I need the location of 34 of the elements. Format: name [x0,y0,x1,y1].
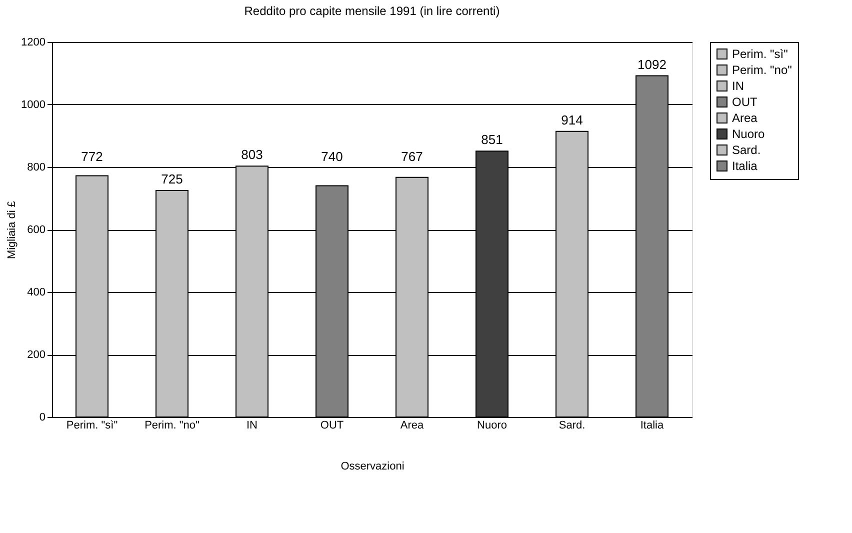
data-label: 914 [561,112,583,128]
data-label: 740 [321,149,343,164]
legend-label: OUT [732,95,758,109]
x-tick-label: Sard. [558,420,586,432]
data-label: 851 [481,132,503,148]
legend-label: Perim. "no" [732,63,792,77]
legend-label: Nuoro [732,127,766,141]
x-tick-label: Italia [640,420,664,432]
legend-label: Area [732,111,758,125]
x-tick-label: Nuoro [477,420,507,432]
y-tick-label: 400 [27,286,46,298]
x-tick-label: Perim. "no" [144,420,200,432]
legend-label: Sard. [732,143,761,157]
y-axis-title: Migliaia di £ [6,200,18,260]
legend-label: Italia [732,159,758,173]
x-tick-label: Perim. "sì" [66,420,118,432]
chart-title: Reddito pro capite mensile 1991 (in lire correnti) [244,4,500,18]
y-tick-label: 1200 [21,36,46,48]
x-tick-label: OUT [320,420,344,432]
data-label: 767 [401,149,423,164]
legend-label: Perim. "sì" [732,47,788,61]
data-label: 1092 [638,56,666,72]
data-label: 772 [81,149,103,164]
x-tick-label: IN [246,420,258,432]
y-tick-label: 200 [27,349,46,361]
y-tick-label: 0 [39,412,46,424]
x-axis-title: Osservazioni [340,460,404,472]
data-label: 725 [161,171,183,186]
y-tick-label: 600 [27,224,46,236]
y-tick-label: 800 [27,162,46,174]
x-tick-label: Area [400,420,424,432]
legend-label: IN [732,79,744,93]
data-label: 803 [241,147,263,162]
y-tick-label: 1000 [21,99,46,111]
